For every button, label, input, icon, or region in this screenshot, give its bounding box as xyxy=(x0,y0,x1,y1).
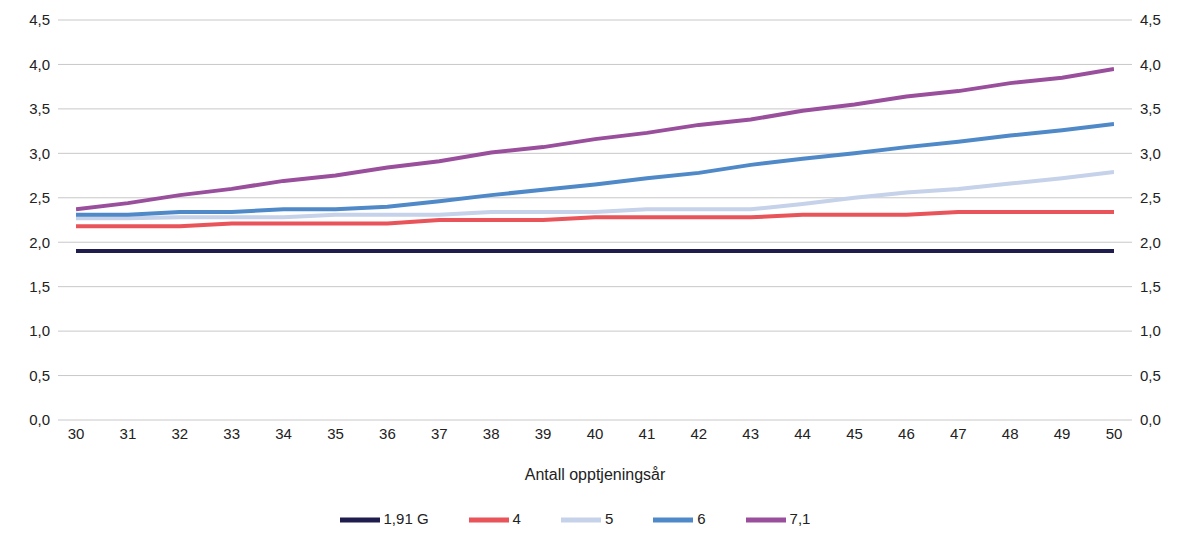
svg-text:31: 31 xyxy=(120,425,137,442)
html-text:6: 6 xyxy=(697,510,706,527)
svg-text:1,5: 1,5 xyxy=(29,278,50,295)
html-text:1,91 G: 1,91 G xyxy=(383,510,429,527)
svg-text:4,0: 4,0 xyxy=(29,56,50,73)
svg-text:3,5: 3,5 xyxy=(29,100,50,117)
svg-text:48: 48 xyxy=(1002,425,1019,442)
svg-text:49: 49 xyxy=(1054,425,1071,442)
svg-text:2,5: 2,5 xyxy=(29,189,50,206)
svg-text:1,5: 1,5 xyxy=(1140,278,1161,295)
html-text:5: 5 xyxy=(604,510,614,527)
svg-text:45: 45 xyxy=(846,425,863,442)
svg-text:4,0: 4,0 xyxy=(1140,56,1161,73)
svg-text:0,0: 0,0 xyxy=(1140,411,1161,428)
svg-text:2,5: 2,5 xyxy=(1140,189,1161,206)
svg-text:0,0: 0,0 xyxy=(29,411,50,428)
svg-text:2,0: 2,0 xyxy=(1140,234,1161,251)
svg-text:0,5: 0,5 xyxy=(1140,367,1161,384)
svg-text:Antall opptjeningsår: Antall opptjeningsår xyxy=(525,466,666,483)
svg-text:41: 41 xyxy=(639,425,656,442)
svg-text:43: 43 xyxy=(742,425,759,442)
svg-text:37: 37 xyxy=(431,425,448,442)
svg-text:44: 44 xyxy=(794,425,811,442)
svg-text:35: 35 xyxy=(327,425,344,442)
svg-text:33: 33 xyxy=(223,425,240,442)
svg-text:46: 46 xyxy=(898,425,915,442)
svg-text:3,0: 3,0 xyxy=(29,145,50,162)
html-text:4: 4 xyxy=(512,510,521,527)
svg-text:1,0: 1,0 xyxy=(1140,322,1161,339)
svg-text:39: 39 xyxy=(535,425,552,442)
svg-text:50: 50 xyxy=(1106,425,1123,442)
svg-text:4,5: 4,5 xyxy=(29,11,50,28)
svg-text:4,5: 4,5 xyxy=(1140,11,1161,28)
svg-text:30: 30 xyxy=(68,425,85,442)
svg-text:0,5: 0,5 xyxy=(29,367,50,384)
svg-text:2,0: 2,0 xyxy=(29,234,50,251)
svg-text:42: 42 xyxy=(690,425,707,442)
svg-text:1,0: 1,0 xyxy=(29,322,50,339)
svg-text:3,5: 3,5 xyxy=(1140,100,1161,117)
svg-text:32: 32 xyxy=(171,425,188,442)
svg-text:3,0: 3,0 xyxy=(1140,145,1161,162)
svg-text:40: 40 xyxy=(587,425,604,442)
svg-text:36: 36 xyxy=(379,425,396,442)
html-text:7,1: 7,1 xyxy=(789,510,811,527)
svg-text:47: 47 xyxy=(950,425,967,442)
svg-text:38: 38 xyxy=(483,425,500,442)
svg-text:34: 34 xyxy=(275,425,292,442)
